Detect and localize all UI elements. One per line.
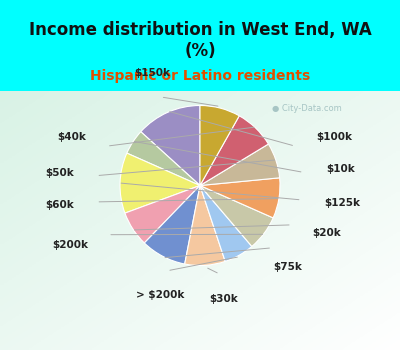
Text: > $200k: > $200k bbox=[136, 289, 184, 300]
Wedge shape bbox=[200, 186, 273, 246]
Text: Income distribution in West End, WA
(%): Income distribution in West End, WA (%) bbox=[29, 21, 371, 60]
Text: $75k: $75k bbox=[274, 261, 302, 272]
Text: $20k: $20k bbox=[312, 229, 341, 238]
Text: $30k: $30k bbox=[210, 294, 238, 303]
Text: ● City-Data.com: ● City-Data.com bbox=[272, 104, 342, 113]
Text: $200k: $200k bbox=[52, 240, 88, 251]
Text: $50k: $50k bbox=[45, 168, 74, 178]
Text: $150k: $150k bbox=[134, 68, 170, 77]
Text: $60k: $60k bbox=[45, 201, 74, 210]
Wedge shape bbox=[200, 144, 280, 186]
Wedge shape bbox=[185, 186, 225, 266]
Wedge shape bbox=[200, 116, 268, 186]
Wedge shape bbox=[127, 132, 200, 186]
Text: $40k: $40k bbox=[58, 133, 86, 142]
Wedge shape bbox=[120, 153, 200, 213]
Text: $100k: $100k bbox=[316, 133, 352, 142]
Text: $10k: $10k bbox=[326, 164, 355, 175]
Wedge shape bbox=[200, 178, 280, 218]
Wedge shape bbox=[141, 105, 200, 186]
Wedge shape bbox=[125, 186, 200, 243]
Wedge shape bbox=[200, 105, 239, 186]
Wedge shape bbox=[200, 186, 252, 261]
Text: $125k: $125k bbox=[324, 198, 360, 208]
Wedge shape bbox=[144, 186, 200, 264]
Text: Hispanic or Latino residents: Hispanic or Latino residents bbox=[90, 69, 310, 83]
